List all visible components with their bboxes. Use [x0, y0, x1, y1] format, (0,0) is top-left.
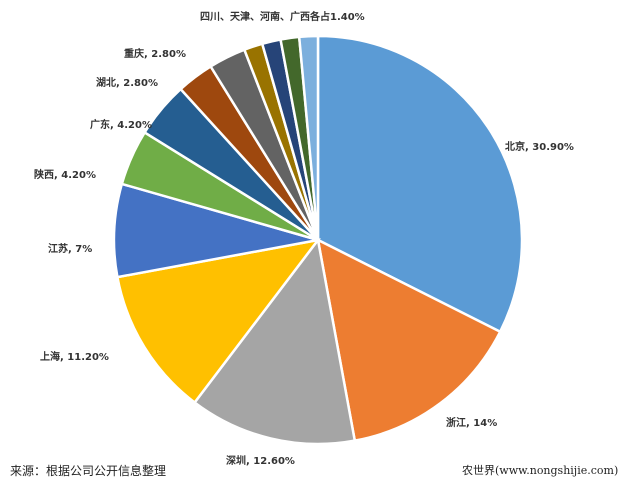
data-label: 北京, 30.90%	[505, 142, 574, 153]
pie-slice-上海	[115, 238, 321, 405]
data-label: 重庆, 2.80%	[124, 49, 186, 60]
pie-slice-北京	[316, 34, 524, 334]
group-label: 四川、天津、河南、广西各占1.40%	[200, 12, 365, 23]
pie-slice-广西	[297, 34, 320, 241]
data-label: 浙江, 14%	[446, 418, 498, 429]
watermark: 农世界(www.nongshijie.com)	[462, 464, 619, 477]
data-label: 江苏, 7%	[48, 244, 93, 255]
data-label: 上海, 11.20%	[40, 352, 109, 363]
pie-slice-浙江	[316, 237, 502, 443]
data-label: 湖北, 2.80%	[96, 78, 158, 89]
data-label: 陕西, 4.20%	[34, 170, 96, 181]
pie-slice-深圳	[192, 236, 357, 446]
source-note: 来源：根据公司公开信息整理	[10, 464, 167, 478]
data-label: 广东, 4.20%	[90, 120, 152, 131]
data-label: 深圳, 12.60%	[226, 456, 295, 467]
